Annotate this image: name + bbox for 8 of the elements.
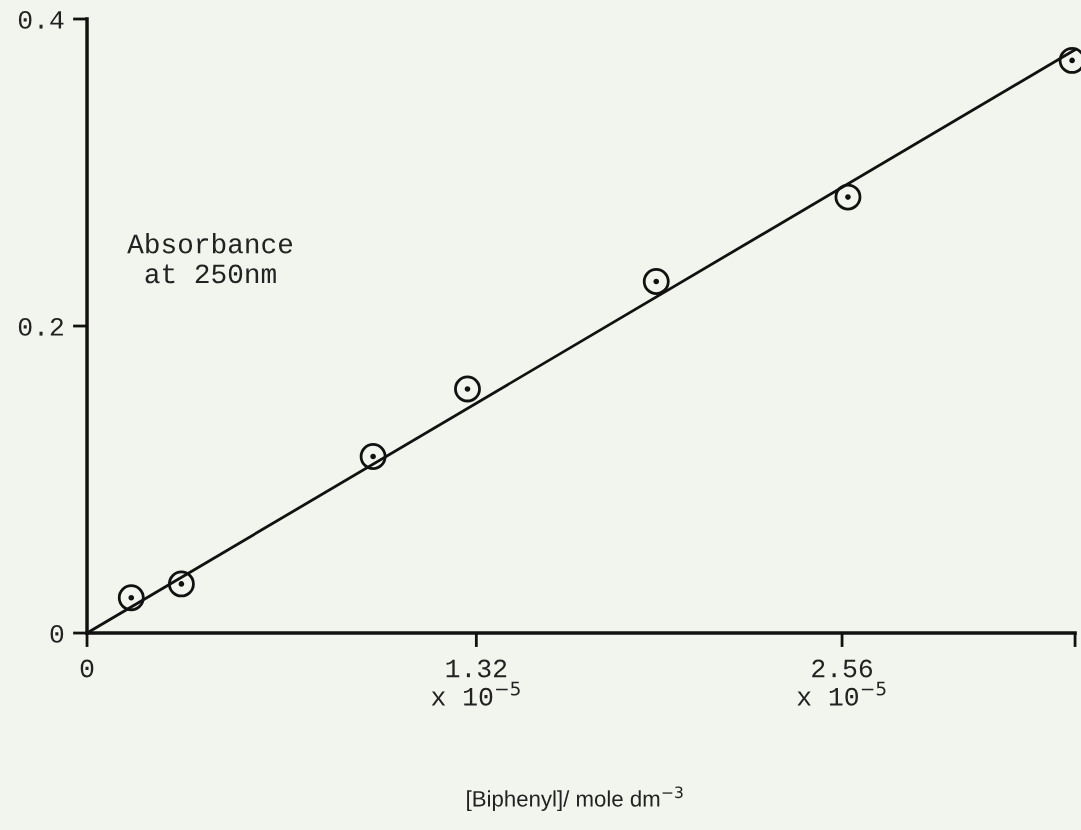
x-tick-label: 1.32 x 10$^{−5}$: [431, 659, 520, 706]
y-tick-label: 0.4: [18, 10, 64, 29]
x-tick-label: 2.56 x 10$^{−5}$: [797, 659, 886, 706]
y-tick-label: 0.2: [18, 317, 63, 336]
x-axis-title: [Biphenyl]/ mole dm$^{−3}$: [467, 786, 683, 812]
y-tick-label: 0: [50, 624, 64, 643]
x-tick-label: 0: [80, 659, 94, 678]
y-axis-title: Absorbance at 250nm: [127, 233, 293, 284]
